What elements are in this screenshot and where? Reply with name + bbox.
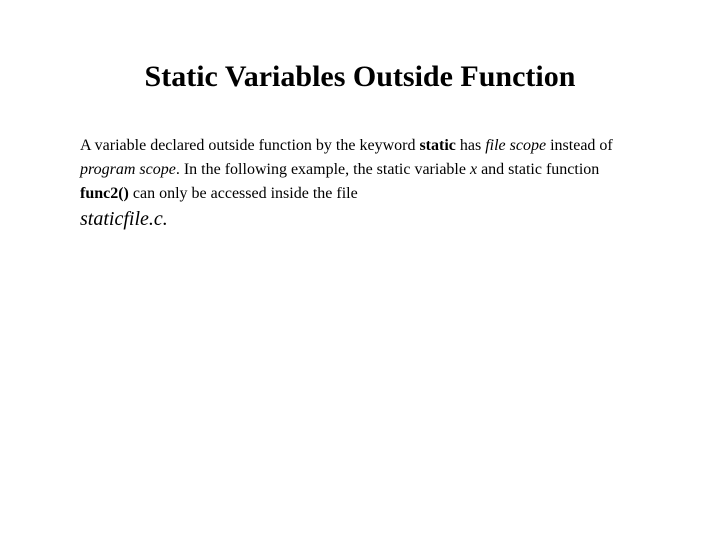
text-segment: instead of xyxy=(546,137,613,154)
text-segment: . In the following example, the static v… xyxy=(176,161,470,178)
text-segment: has xyxy=(456,137,485,154)
function-func2: func2() xyxy=(80,185,129,202)
text-segment: and static function xyxy=(477,161,599,178)
slide-title: Static Variables Outside Function xyxy=(80,60,640,94)
filename-text: staticfile.c. xyxy=(80,208,640,231)
slide-body: A variable declared outside function by … xyxy=(80,134,640,206)
slide-container: Static Variables Outside Function A vari… xyxy=(0,0,720,231)
keyword-static: static xyxy=(419,137,455,154)
term-file-scope: file scope xyxy=(485,137,546,154)
variable-x: x xyxy=(470,161,477,178)
text-segment: A variable declared outside function by … xyxy=(80,137,419,154)
text-segment: can only be accessed inside the file xyxy=(129,185,358,202)
term-program-scope: program scope xyxy=(80,161,176,178)
